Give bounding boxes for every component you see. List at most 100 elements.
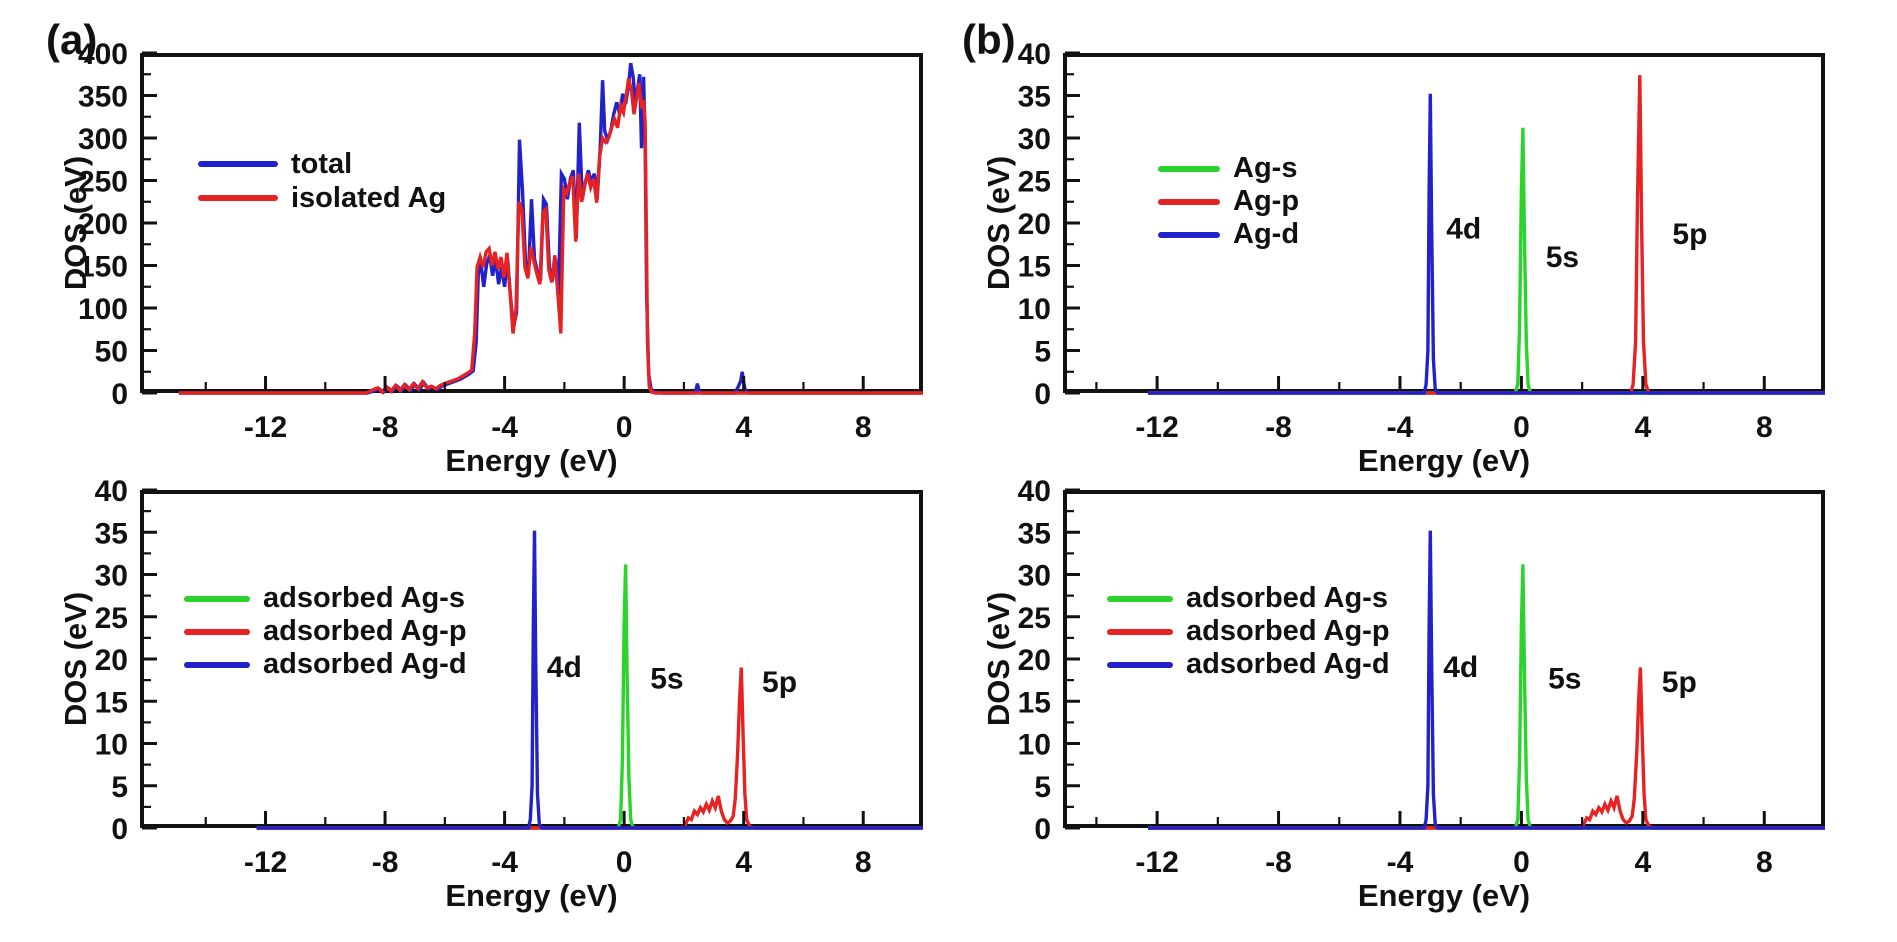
series-line-adsorbed-Ag-s (256, 564, 923, 830)
annotation-4d: 4d (547, 651, 582, 684)
legend-item-label: adsorbed Ag-s (1186, 582, 1388, 614)
x-tick-label: -12 (244, 846, 287, 879)
legend-item: adsorbed Ag-s (184, 582, 467, 615)
x-tick-label: -12 (1135, 411, 1178, 444)
y-tick-label: 100 (78, 293, 128, 326)
y-tick-label: 250 (78, 166, 128, 199)
series-line-Ag-d (1148, 93, 1825, 395)
x-tick-label: -4 (491, 411, 518, 444)
legend-item-label: isolated Ag (291, 181, 447, 214)
legend-item: adsorbed Ag-d (1107, 648, 1390, 681)
x-tick-label: -8 (1265, 846, 1292, 879)
panel-c-x-axis-title: Energy (eV) (445, 878, 618, 913)
y-tick-label: 20 (1018, 644, 1051, 677)
legend-item-label: Ag-p (1233, 185, 1300, 217)
legend-line-swatch (1107, 628, 1173, 635)
y-tick-label: 150 (78, 251, 128, 284)
x-tick-label: -12 (244, 411, 287, 444)
y-tick-label: 40 (1018, 475, 1051, 508)
legend-item: adsorbed Ag-p (1107, 615, 1390, 648)
panel-a-plot-area: -12 -8 -4 0 4 8 0 50 100 150 200 250 300 350 400 (78, 38, 923, 444)
x-tick-label: -8 (372, 846, 399, 879)
y-tick-label: 35 (1018, 81, 1051, 114)
y-tick-label: 30 (95, 560, 128, 593)
legend-line-swatch (1158, 198, 1220, 205)
legend-item-label: adsorbed Ag-p (263, 615, 467, 647)
panel-d-legend: adsorbed Ag-s adsorbed Ag-p adsorbed Ag-d (1107, 582, 1390, 681)
series-line-adsorbed-Ag-d (256, 530, 923, 830)
annotation-5s: 5s (650, 663, 683, 696)
legend-line-swatch (1158, 231, 1220, 238)
annotation-4d: 4d (1443, 651, 1478, 684)
panel-adsorbed-ag-orbital-dos-left: -12 -8 -4 0 4 8 0 5 10 15 20 25 30 35 40 4d 5s 5p adsorbe… (58, 475, 923, 913)
panel-a-x-axis-title: Energy (eV) (445, 443, 618, 478)
legend-item: total (198, 147, 446, 181)
x-tick-label: 8 (1756, 846, 1773, 879)
y-tick-label: 400 (78, 38, 128, 71)
x-tick-label: 4 (1635, 846, 1652, 879)
y-tick-label: 300 (78, 123, 128, 156)
legend-item: adsorbed Ag-d (184, 648, 467, 681)
legend-line-swatch (184, 595, 250, 602)
annotation-5s: 5s (1546, 241, 1579, 274)
panel-d-y-axis-title: DOS (eV) (981, 591, 1016, 727)
y-tick-label: 5 (1034, 336, 1051, 369)
series-line-adsorbed-Ag-d (1148, 530, 1825, 830)
legend-item-label: adsorbed Ag-p (1186, 615, 1390, 647)
legend-item-label: Ag-s (1233, 152, 1298, 184)
panel-c-legend: adsorbed Ag-s adsorbed Ag-p adsorbed Ag-d (184, 582, 467, 681)
annotation-5p: 5p (762, 666, 797, 699)
x-tick-label: -12 (1135, 846, 1178, 879)
legend-item-label: adsorbed Ag-s (263, 582, 465, 614)
annotation-4d: 4d (1446, 212, 1481, 245)
legend-line-swatch (184, 661, 250, 668)
panel-letter-a: (a) (46, 16, 98, 63)
x-tick-label: 0 (1513, 846, 1530, 879)
y-tick-label: 30 (1018, 123, 1051, 156)
series-line-Ag-p (1148, 75, 1825, 395)
panel-isolated-ag-orbital-dos: -12 -8 -4 0 4 8 0 5 10 15 20 25 30 35 40 4d 5s 5p Ag-s Ag-… (981, 38, 1825, 478)
y-tick-label: 15 (1018, 686, 1051, 719)
x-tick-label: 8 (1756, 411, 1773, 444)
legend-item: Ag-d (1158, 218, 1299, 251)
legend-item-label: Ag-d (1233, 218, 1300, 250)
legend-item: isolated Ag (198, 181, 446, 215)
y-tick-label: 20 (1018, 208, 1051, 241)
legend-line-swatch (1107, 661, 1173, 668)
series-line-Ag-s (1148, 127, 1825, 395)
x-tick-label: 4 (735, 411, 752, 444)
y-tick-label: 50 (95, 336, 128, 369)
panel-a-legend: total isolated Ag (198, 147, 446, 215)
legend-line-swatch (1107, 595, 1173, 602)
y-tick-label: 25 (95, 602, 128, 635)
y-tick-label: 15 (95, 686, 128, 719)
legend-item: adsorbed Ag-p (184, 615, 467, 648)
y-tick-label: 40 (95, 475, 128, 508)
y-tick-label: 35 (95, 517, 128, 550)
panel-b-y-axis-title: DOS (eV) (981, 155, 1016, 291)
y-tick-label: 40 (1018, 38, 1051, 71)
y-tick-label: 35 (1018, 517, 1051, 550)
x-tick-label: 8 (855, 411, 872, 444)
panel-d-plot-area: -12 -8 -4 0 4 8 0 5 10 15 20 25 30 35 40 4d 5s 5p (1018, 475, 1825, 879)
panel-d-x-axis-title: Energy (eV) (1357, 878, 1531, 913)
legend-line-swatch (184, 628, 250, 635)
x-tick-label: 8 (855, 846, 872, 879)
y-tick-label: 0 (111, 378, 128, 411)
y-tick-label: 10 (1018, 729, 1051, 762)
legend-item-label: adsorbed Ag-d (263, 648, 467, 680)
legend-item-label: adsorbed Ag-d (1186, 648, 1390, 680)
x-tick-label: 0 (1513, 411, 1530, 444)
legend-line-swatch (1158, 165, 1220, 172)
panel-b-legend: Ag-s Ag-p Ag-d (1158, 152, 1299, 251)
y-tick-label: 30 (1018, 560, 1051, 593)
y-tick-label: 0 (111, 813, 128, 846)
legend-line-swatch (198, 195, 278, 201)
panel-total-vs-isolated-dos: -12 -8 -4 0 4 8 0 50 100 150 200 250 300 350 400 total… (58, 38, 923, 478)
x-tick-label: 0 (616, 411, 633, 444)
x-tick-label: -4 (1387, 411, 1414, 444)
y-tick-label: 200 (78, 208, 128, 241)
panel-adsorbed-ag-orbital-dos-right: -12 -8 -4 0 4 8 0 5 10 15 20 25 30 35 40 4d 5s 5p adsorbe… (981, 475, 1825, 913)
y-tick-label: 15 (1018, 251, 1051, 284)
